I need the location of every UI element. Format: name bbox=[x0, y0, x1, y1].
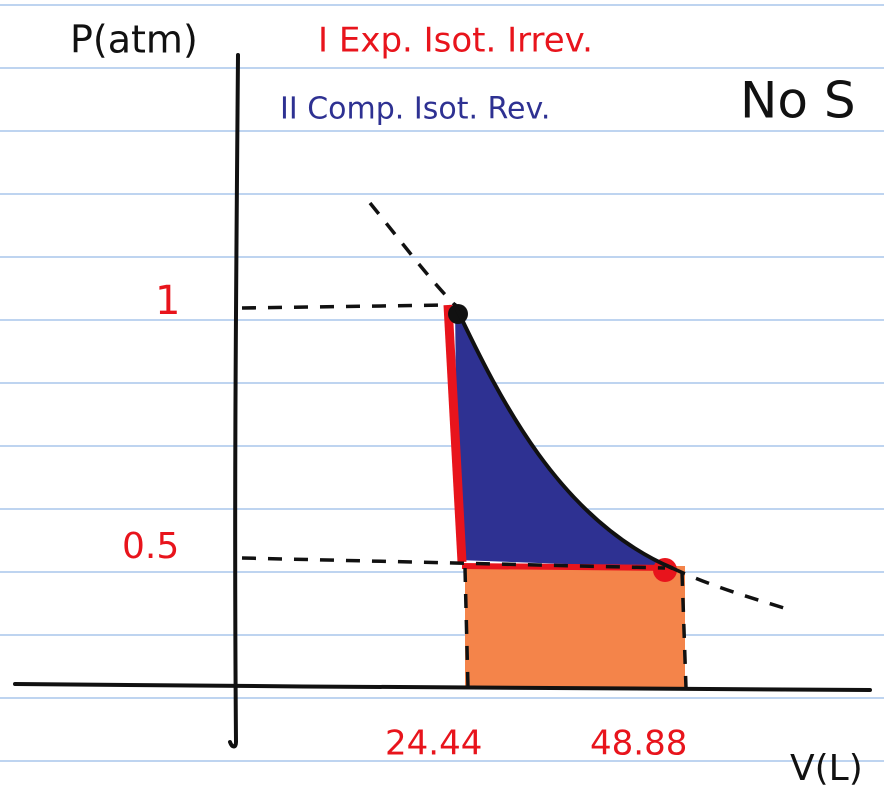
isotherm-extension bbox=[671, 566, 791, 612]
work-area bbox=[465, 566, 685, 688]
guide-line bbox=[680, 571, 688, 689]
y-tick-label: 1 bbox=[155, 278, 180, 324]
x-tick-label: 24.44 bbox=[385, 724, 482, 764]
guide-line bbox=[463, 567, 470, 689]
guide-line bbox=[241, 303, 451, 310]
isotherm-extension bbox=[368, 201, 457, 307]
x-axis bbox=[13, 682, 872, 692]
y-axis-label: P(atm) bbox=[70, 18, 198, 62]
legend-item: I Exp. Isot. Irrev. bbox=[318, 21, 593, 61]
x-tick-label: 48.88 bbox=[590, 724, 687, 764]
guide-line bbox=[241, 556, 666, 570]
x-axis-label: V(L) bbox=[790, 748, 863, 789]
isotherm bbox=[453, 303, 674, 570]
legend-item: II Comp. Isot. Rev. bbox=[280, 92, 550, 127]
y-tick-label: 0.5 bbox=[122, 526, 179, 567]
irreversible-path bbox=[443, 304, 467, 563]
y-axis bbox=[228, 53, 240, 749]
reversible-area bbox=[455, 305, 672, 568]
ruled-lines bbox=[0, 4, 884, 762]
note: No S bbox=[740, 72, 856, 130]
